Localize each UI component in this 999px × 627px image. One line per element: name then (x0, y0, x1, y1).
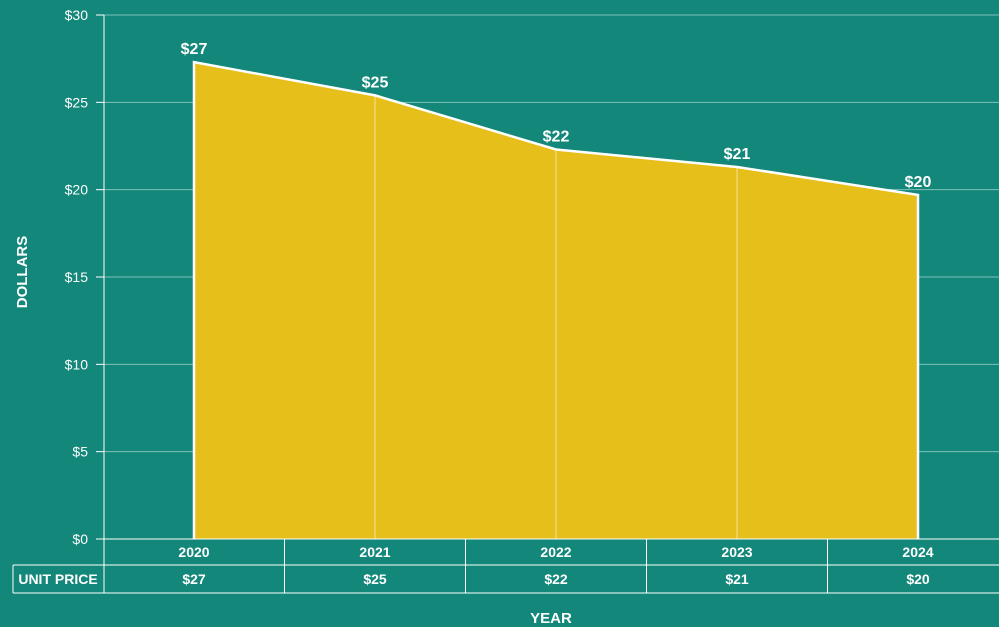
table-value-2021: $25 (363, 571, 387, 587)
ytick-label-10: $10 (65, 356, 89, 372)
table-value-2024: $20 (906, 571, 930, 587)
ytick-label-30: $30 (65, 7, 89, 23)
table-value-2022: $22 (544, 571, 568, 587)
table-value-2020: $27 (182, 571, 206, 587)
ytick-label-0: $0 (72, 531, 88, 547)
ytick-label-15: $15 (65, 269, 89, 285)
xtick-label-2024: 2024 (902, 544, 933, 560)
ytick-label-20: $20 (65, 182, 89, 198)
data-label-2024: $20 (905, 174, 932, 191)
xtick-label-2021: 2021 (359, 544, 390, 560)
xtick-label-2023: 2023 (721, 544, 752, 560)
table-row-label: UNIT PRICE (18, 571, 97, 587)
x-axis-title: YEAR (530, 610, 572, 627)
data-label-2023: $21 (724, 146, 751, 163)
data-labels: $27 $25 $22 $21 $20 (181, 41, 932, 191)
ytick-label-25: $25 (65, 94, 89, 110)
y-axis-title: DOLLARS (14, 236, 31, 309)
data-table: 2020 $27 2021 $25 2022 $22 2023 $21 2024 $20 UNIT … (12, 538, 999, 594)
data-label-2022: $22 (543, 128, 570, 145)
ytick-label-5: $5 (72, 444, 88, 460)
xtick-label-2020: 2020 (178, 544, 209, 560)
plot-area (192, 60, 920, 539)
data-label-2020: $27 (181, 41, 208, 58)
y-axis-ticks: $0 $5 $10 $15 $20 $25 $30 (65, 7, 105, 547)
xtick-label-2022: 2022 (540, 544, 571, 560)
data-label-2021: $25 (362, 74, 389, 91)
series-line (192, 60, 920, 539)
table-value-2023: $21 (725, 571, 749, 587)
